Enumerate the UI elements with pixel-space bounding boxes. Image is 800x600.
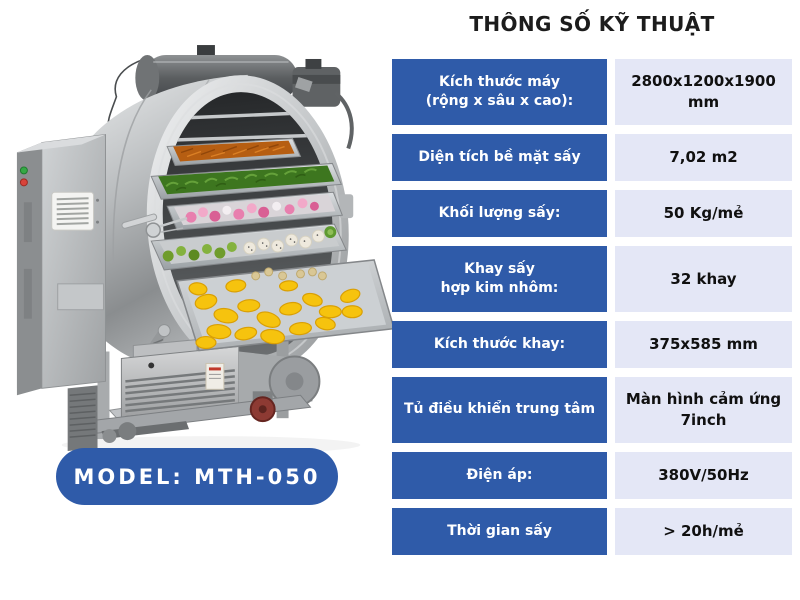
machine-photo bbox=[2, 34, 400, 474]
spec-row: Điện áp: 380V/50Hz bbox=[392, 452, 792, 499]
spec-value: 7,02 m2 bbox=[615, 134, 792, 181]
spec-row: Tủ điều khiển trung tâm Màn hình cảm ứng … bbox=[392, 377, 792, 443]
spec-row: Diện tích bề mặt sấy 7,02 m2 bbox=[392, 134, 792, 181]
spec-row: Khối lượng sấy: 50 Kg/mẻ bbox=[392, 190, 792, 237]
spec-label: Khối lượng sấy: bbox=[392, 190, 607, 237]
door-valve bbox=[121, 213, 188, 238]
model-badge-label: MODEL: MTH-050 bbox=[73, 464, 321, 489]
spec-row: Khay sấy hợp kim nhôm: 32 khay bbox=[392, 246, 792, 312]
spec-table: Kích thước máy (rộng x sâu x cao): 2800x1… bbox=[392, 59, 792, 555]
spec-label: Khay sấy hợp kim nhôm: bbox=[392, 246, 607, 312]
spec-value: > 20h/mẻ bbox=[615, 508, 792, 555]
tray-jackfruit bbox=[176, 259, 395, 352]
spec-value: 375x585 mm bbox=[615, 321, 792, 368]
spec-label: Diện tích bề mặt sấy bbox=[392, 134, 607, 181]
vacuum-dryer-illustration bbox=[16, 45, 395, 454]
caster-wheel bbox=[118, 422, 137, 441]
spec-label: Kích thước máy (rộng x sâu x cao): bbox=[392, 59, 607, 125]
indicator-light-green bbox=[19, 166, 28, 175]
tray-greens bbox=[150, 162, 343, 200]
spec-value: 380V/50Hz bbox=[615, 452, 792, 499]
control-cabinet bbox=[16, 134, 106, 452]
model-badge: MODEL: MTH-050 bbox=[56, 448, 338, 505]
tray-mixed-fruit bbox=[150, 223, 348, 271]
tray-orange bbox=[166, 138, 302, 166]
vent-grille bbox=[51, 191, 95, 231]
spec-label: Tủ điều khiển trung tâm bbox=[392, 377, 607, 443]
spec-row: Thời gian sấy > 20h/mẻ bbox=[392, 508, 792, 555]
page-title: THÔNG SỐ KỸ THUẬT bbox=[469, 12, 715, 36]
spec-value: 2800x1200x1900 mm bbox=[615, 59, 792, 125]
spec-value: 32 khay bbox=[615, 246, 792, 312]
spec-label: Kích thước khay: bbox=[392, 321, 607, 368]
spec-value: 50 Kg/mẻ bbox=[615, 190, 792, 237]
spec-label: Điện áp: bbox=[392, 452, 607, 499]
indicator-light-red bbox=[19, 178, 28, 187]
spec-row: Kích thước máy (rộng x sâu x cao): 2800x1… bbox=[392, 59, 792, 125]
spec-label: Thời gian sấy bbox=[392, 508, 607, 555]
spec-row: Kích thước khay: 375x585 mm bbox=[392, 321, 792, 368]
vacuum-pump bbox=[120, 339, 321, 424]
tray-pink-slices bbox=[166, 191, 343, 231]
spec-value: Màn hình cảm ứng 7inch bbox=[615, 377, 792, 443]
